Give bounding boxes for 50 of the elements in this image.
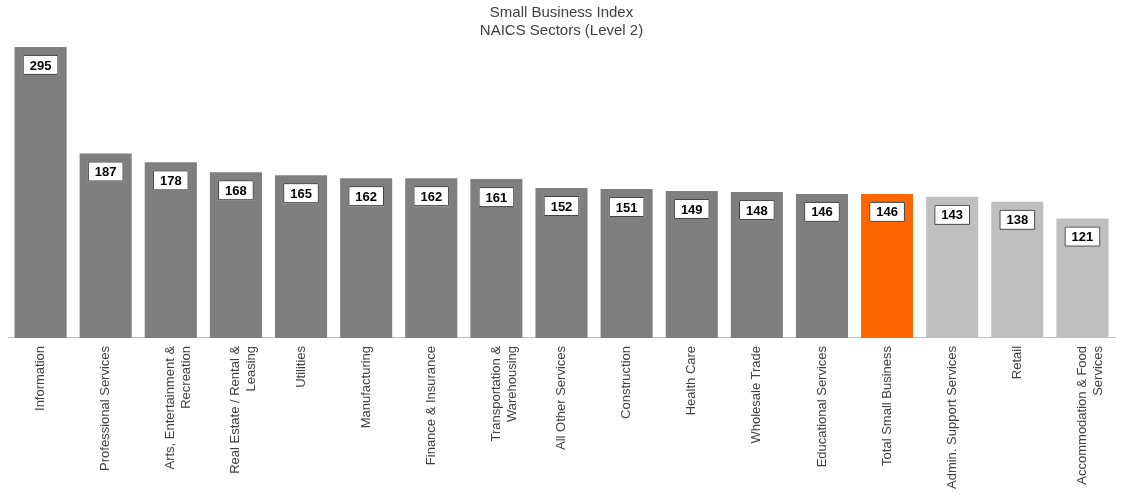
data-label: 162 <box>420 188 443 204</box>
bar <box>535 188 588 338</box>
data-label: 168 <box>225 182 247 198</box>
x-tick-label: Professional Services <box>97 345 113 471</box>
x-tick-label: Information <box>32 345 48 411</box>
data-label: 138 <box>1006 212 1029 228</box>
data-label: 148 <box>746 202 768 218</box>
bar <box>795 193 849 338</box>
bar <box>600 188 653 338</box>
x-tick-label: Transportation & Warehousing <box>487 345 519 442</box>
bar <box>209 172 262 338</box>
chart-subtitle: NAICS Sectors (Level 2) <box>479 21 644 39</box>
bar <box>470 179 523 338</box>
bar <box>405 178 458 338</box>
bar <box>14 46 67 338</box>
data-label: 121 <box>1071 229 1094 245</box>
x-tick-label: Utilities <box>292 345 308 388</box>
x-tick-label: All Other Services <box>553 345 569 450</box>
bar <box>274 175 328 338</box>
x-tick-label: Educational Services <box>813 345 829 468</box>
bar <box>730 191 783 338</box>
data-label: 161 <box>485 189 508 205</box>
x-tick-label: Construction <box>618 345 634 419</box>
data-label: 295 <box>29 57 52 73</box>
data-label: 149 <box>680 201 703 217</box>
x-tick-label: Retail <box>1008 345 1024 380</box>
x-tick-label: Accommodation & Food Services <box>1074 345 1105 485</box>
x-tick-label: Real Estate / Rental & Leasing <box>227 345 259 474</box>
bar <box>144 162 197 338</box>
x-tick-label: Health Care <box>683 345 699 416</box>
x-tick-label: Admin. Support Services <box>943 345 959 490</box>
x-tick-label: Manufacturing <box>357 345 373 429</box>
data-label: 162 <box>355 188 377 204</box>
bar <box>861 193 914 338</box>
x-tick-label: Arts, Entertainment & Recreation <box>162 345 193 470</box>
bar <box>665 190 718 338</box>
x-tick-label: Wholesale Trade <box>748 345 764 444</box>
data-label: 146 <box>876 204 898 220</box>
data-label: 152 <box>550 198 573 214</box>
bar <box>340 178 393 338</box>
bar <box>79 153 132 338</box>
data-label: 187 <box>94 164 117 180</box>
data-label: 178 <box>159 172 182 188</box>
x-tick-label: Total Small Business <box>878 345 894 466</box>
data-label: 165 <box>290 185 312 201</box>
data-label: 151 <box>615 199 638 215</box>
data-label: 143 <box>941 207 964 223</box>
chart-title: Small Business Index <box>489 3 634 21</box>
data-label: 146 <box>811 204 833 220</box>
x-tick-label: Finance & Insurance <box>422 345 438 466</box>
